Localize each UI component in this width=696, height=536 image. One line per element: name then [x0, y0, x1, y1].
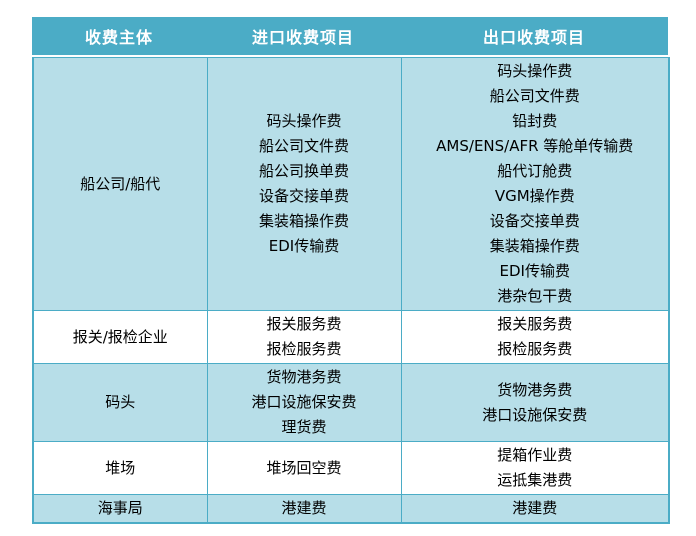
import-fees-cell: 货物港务费港口设施保安费 理货费	[206, 363, 402, 442]
export-fees-cell: 货物港务费港口设施保安费	[400, 363, 670, 442]
fee-item: 船代订舱费	[497, 162, 573, 180]
import-fees-cell: 码头操作费船公司文件费 船公司换单费 设备交接单费 集装箱操作费 EDI传输费	[206, 57, 402, 311]
fee-item: 报关服务费	[266, 315, 342, 333]
fee-item: 货物港务费	[497, 380, 573, 399]
export-fees-cell: 码头操作费船公司文件费 铅封费 AMS/ENS/AFR 等舱单传输费 船代订舱费 VGM…	[400, 57, 670, 311]
header-export-fees: 出口收费项目	[482, 28, 585, 47]
export-fees-cell: 港建费	[400, 494, 670, 524]
fee-item: 报检服务费	[266, 340, 342, 358]
fee-item: 设备交接单费	[489, 212, 580, 230]
fee-item: 船公司文件费	[489, 87, 580, 105]
fee-item: 报检服务费	[497, 340, 573, 358]
subject-cell: 堆场	[32, 441, 208, 495]
export-fees-cell: 提箱作业费运抵集港费	[400, 441, 670, 495]
import-fees-cell: 报关服务费报检服务费	[206, 310, 402, 364]
fee-item: 运抵集港费	[497, 471, 573, 489]
fee-item: 提箱作业费	[497, 446, 573, 464]
fee-item: AMS/ENS/AFR 等舱单传输费	[436, 137, 634, 155]
fee-table: 收费主体 进口收费项目 出口收费项目 船公司/船代 码头操作费 船公司文件费 船公司换…	[32, 17, 670, 524]
table-row: 海事局 港建费 港建费	[32, 494, 670, 524]
header-import-fees: 进口收费项目	[251, 28, 354, 47]
fee-item: 货物港务费	[266, 368, 342, 386]
header-fee-subject: 收费主体	[84, 28, 153, 47]
table-row: 堆场 堆场回空费 提箱作业费运抵集港费	[32, 441, 670, 495]
table-row: 报关/报检企业 报关服务费 报检服务费 报关服务费 报检服务费	[32, 310, 670, 364]
fee-table-body: 船公司/船代 码头操作费 船公司文件费 船公司换单费 设备交接单费 集装箱操作费 EDI传输…	[32, 57, 670, 524]
fee-item: 码头操作费	[497, 62, 573, 80]
fee-item: 船公司换单费	[258, 162, 349, 180]
table-header-row: 收费主体 进口收费项目 出口收费项目	[32, 17, 668, 55]
subject-cell: 海事局	[32, 494, 208, 524]
fee-item: 港口设施保安费	[251, 393, 357, 411]
export-fees-cell: 报关服务费报检服务费	[400, 310, 670, 364]
fee-item: EDI传输费	[499, 262, 570, 280]
fee-item: 铅封费	[512, 112, 558, 130]
fee-item: 港建费	[512, 499, 558, 517]
fee-item: 理货费	[281, 418, 327, 436]
subject-cell: 报关/报检企业	[32, 310, 208, 364]
fee-item: 港杂包干费	[497, 287, 573, 305]
fee-item: 港口设施保安费	[482, 405, 588, 424]
fee-item: VGM操作费	[494, 187, 575, 205]
fee-item: 船公司文件费	[258, 137, 349, 155]
fee-item: 集装箱操作费	[489, 237, 580, 255]
subject-cell: 码头	[32, 363, 208, 442]
fee-item: 集装箱操作费	[258, 212, 349, 230]
subject-cell: 船公司/船代	[32, 57, 208, 311]
fee-item: 堆场回空费	[266, 458, 342, 477]
table-row: 船公司/船代 码头操作费 船公司文件费 船公司换单费 设备交接单费 集装箱操作费 EDI传输…	[32, 57, 670, 311]
import-fees-cell: 堆场回空费	[206, 441, 402, 495]
fee-item: 设备交接单费	[258, 187, 349, 205]
fee-item: EDI传输费	[268, 237, 340, 255]
fee-item: 码头操作费	[266, 112, 342, 130]
fee-item: 报关服务费	[497, 315, 573, 333]
import-fees-cell: 港建费	[206, 494, 402, 524]
fee-item: 港建费	[281, 499, 327, 517]
table-row: 码头 货物港务费 港口设施保安费 理货费 货物港务费 港口设施保安费	[32, 363, 670, 442]
